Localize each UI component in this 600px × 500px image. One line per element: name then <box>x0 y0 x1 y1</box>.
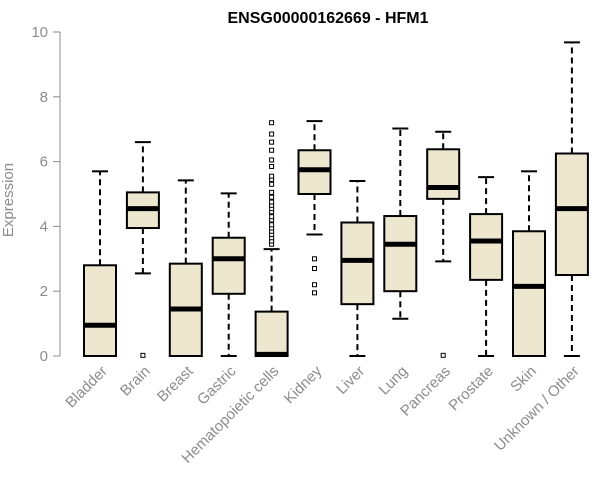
iqr-box <box>512 230 546 357</box>
y-tick-label-4: 4 <box>40 218 48 235</box>
iqr-box <box>83 264 117 357</box>
box-prostate <box>469 176 504 357</box>
x-tick-label-kidney: Kidney <box>281 362 326 407</box>
x-tick-label-brain: Brain <box>117 363 154 400</box>
y-tick-label-8: 8 <box>40 89 48 106</box>
iqr-box <box>211 236 246 295</box>
y-tick-label-6: 6 <box>40 154 48 171</box>
outlier-point <box>269 163 275 169</box>
box-pancreas <box>426 130 461 358</box>
axes: 0 2 4 6 8 10 <box>31 24 61 365</box>
x-tick-label-bladder: Bladder <box>62 363 111 412</box>
x-tick-label-lung: Lung <box>376 363 412 399</box>
outlier-point <box>312 282 317 288</box>
x-tick-label-skin: Skin <box>507 363 540 396</box>
x-tick-label-liver: Liver <box>333 363 368 398</box>
iqr-box <box>426 148 461 200</box>
y-tick-label-2: 2 <box>40 283 48 300</box>
box-brain <box>125 141 160 358</box>
y-tick-label-10: 10 <box>31 24 48 41</box>
outlier-point <box>440 352 446 358</box>
iqr-box <box>554 152 589 276</box>
box-liver <box>340 180 375 357</box>
box-kidney <box>297 120 332 296</box>
box-breast <box>168 179 203 357</box>
outlier-point <box>312 266 317 272</box>
outlier-point <box>269 139 275 145</box>
boxes-group <box>83 41 589 358</box>
y-tick-label-0: 0 <box>40 348 48 365</box>
box-unknown-other <box>554 41 589 357</box>
outlier-point <box>269 214 275 220</box>
outlier-point <box>269 189 275 195</box>
box-lung <box>383 127 418 320</box>
outlier-point <box>269 194 275 200</box>
iqr-box <box>469 213 504 281</box>
x-tick-label-prostate: Prostate <box>445 363 497 415</box>
outlier-point <box>269 199 275 205</box>
outlier-point <box>269 147 275 153</box>
outlier-point <box>269 222 275 228</box>
outlier-point <box>269 120 275 126</box>
y-axis-label: Expression <box>0 163 17 237</box>
iqr-box <box>383 215 418 293</box>
x-tick-label-breast: Breast <box>154 362 197 405</box>
outlier-point <box>269 173 275 179</box>
outlier-point <box>269 131 275 137</box>
box-hematopoietic-cells <box>254 120 289 357</box>
outlier-point <box>312 256 317 262</box>
iqr-box <box>340 221 375 306</box>
outlier-point <box>269 157 275 163</box>
outlier-point <box>312 290 317 296</box>
box-skin <box>512 170 546 357</box>
outlier-point <box>269 181 275 187</box>
box-gastric <box>211 192 246 357</box>
iqr-box <box>254 310 289 357</box>
outlier-point <box>140 352 146 358</box>
box-bladder <box>83 170 117 357</box>
chart-title: ENSG00000162669 - HFM1 <box>228 10 429 27</box>
